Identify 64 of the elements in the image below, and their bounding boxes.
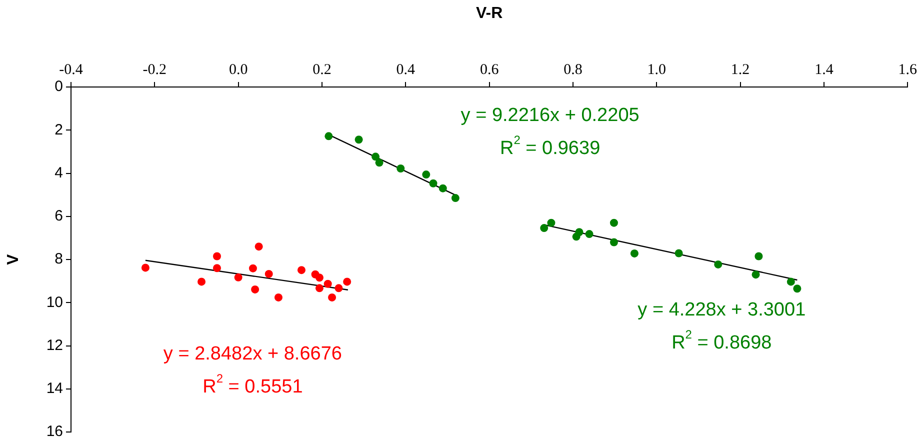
x-tick-label: 1.4: [814, 62, 834, 78]
x-tick-label: 0.4: [396, 62, 416, 78]
point: [585, 230, 594, 238]
point: [429, 179, 438, 188]
point: [274, 293, 282, 302]
point: [422, 170, 430, 179]
x-tick-label: 0.8: [564, 62, 582, 78]
point: [251, 285, 260, 294]
point: [754, 252, 763, 260]
point: [297, 266, 306, 274]
point: [212, 252, 221, 260]
point: [328, 293, 336, 302]
point: [264, 270, 273, 278]
point: [343, 278, 352, 286]
point: [324, 132, 333, 140]
annotation: y = 2.8482x + 8.6676: [163, 343, 342, 364]
point: [198, 278, 206, 286]
x-tick-label: 1.2: [730, 62, 750, 78]
point: [315, 284, 324, 292]
y-tick-label: 0: [54, 78, 63, 96]
point: [630, 249, 638, 258]
point: [547, 218, 556, 227]
y-tick-label: 14: [46, 380, 63, 398]
point: [372, 152, 380, 161]
point: [786, 278, 795, 286]
x-tick-label: 0.2: [312, 62, 332, 78]
x-tick-label: 1.6: [898, 62, 918, 78]
y-tick-label: 2: [54, 121, 63, 138]
point: [438, 184, 447, 192]
y-tick-label: 10: [46, 294, 63, 311]
point: [334, 284, 343, 292]
x-tick-label: 1.0: [647, 62, 666, 78]
point: [610, 238, 618, 246]
point: [315, 274, 324, 282]
point: [354, 136, 363, 144]
x-tick-label: -0.2: [142, 62, 167, 78]
point: [324, 280, 332, 288]
y-tick-label: 12: [46, 336, 63, 354]
y-axis-title: V: [5, 254, 22, 265]
point: [212, 264, 221, 272]
point: [575, 228, 584, 236]
x-tick-label: 0.6: [480, 62, 500, 78]
point: [674, 249, 683, 258]
point: [234, 273, 242, 282]
y-tick-label: 16: [46, 423, 63, 440]
point: [141, 264, 150, 272]
annotation: y = 4.228x + 3.3001: [638, 300, 806, 321]
x-axis-title: V-R: [476, 5, 504, 22]
y-tick-label: 4: [54, 164, 63, 182]
point: [752, 270, 760, 279]
point: [540, 224, 548, 232]
point: [396, 164, 405, 173]
point: [248, 264, 257, 272]
point: [793, 284, 802, 293]
point: [714, 260, 722, 268]
point: [610, 218, 618, 227]
x-tick-label: -0.4: [59, 62, 84, 78]
x-tick-label: 0.0: [228, 62, 248, 78]
annotation: y = 9.2216x + 0.2205: [460, 105, 640, 126]
point: [451, 194, 460, 202]
point: [254, 242, 263, 251]
y-tick-label: 8: [54, 250, 63, 268]
point: [375, 158, 384, 167]
y-tick-label: 6: [54, 208, 63, 225]
